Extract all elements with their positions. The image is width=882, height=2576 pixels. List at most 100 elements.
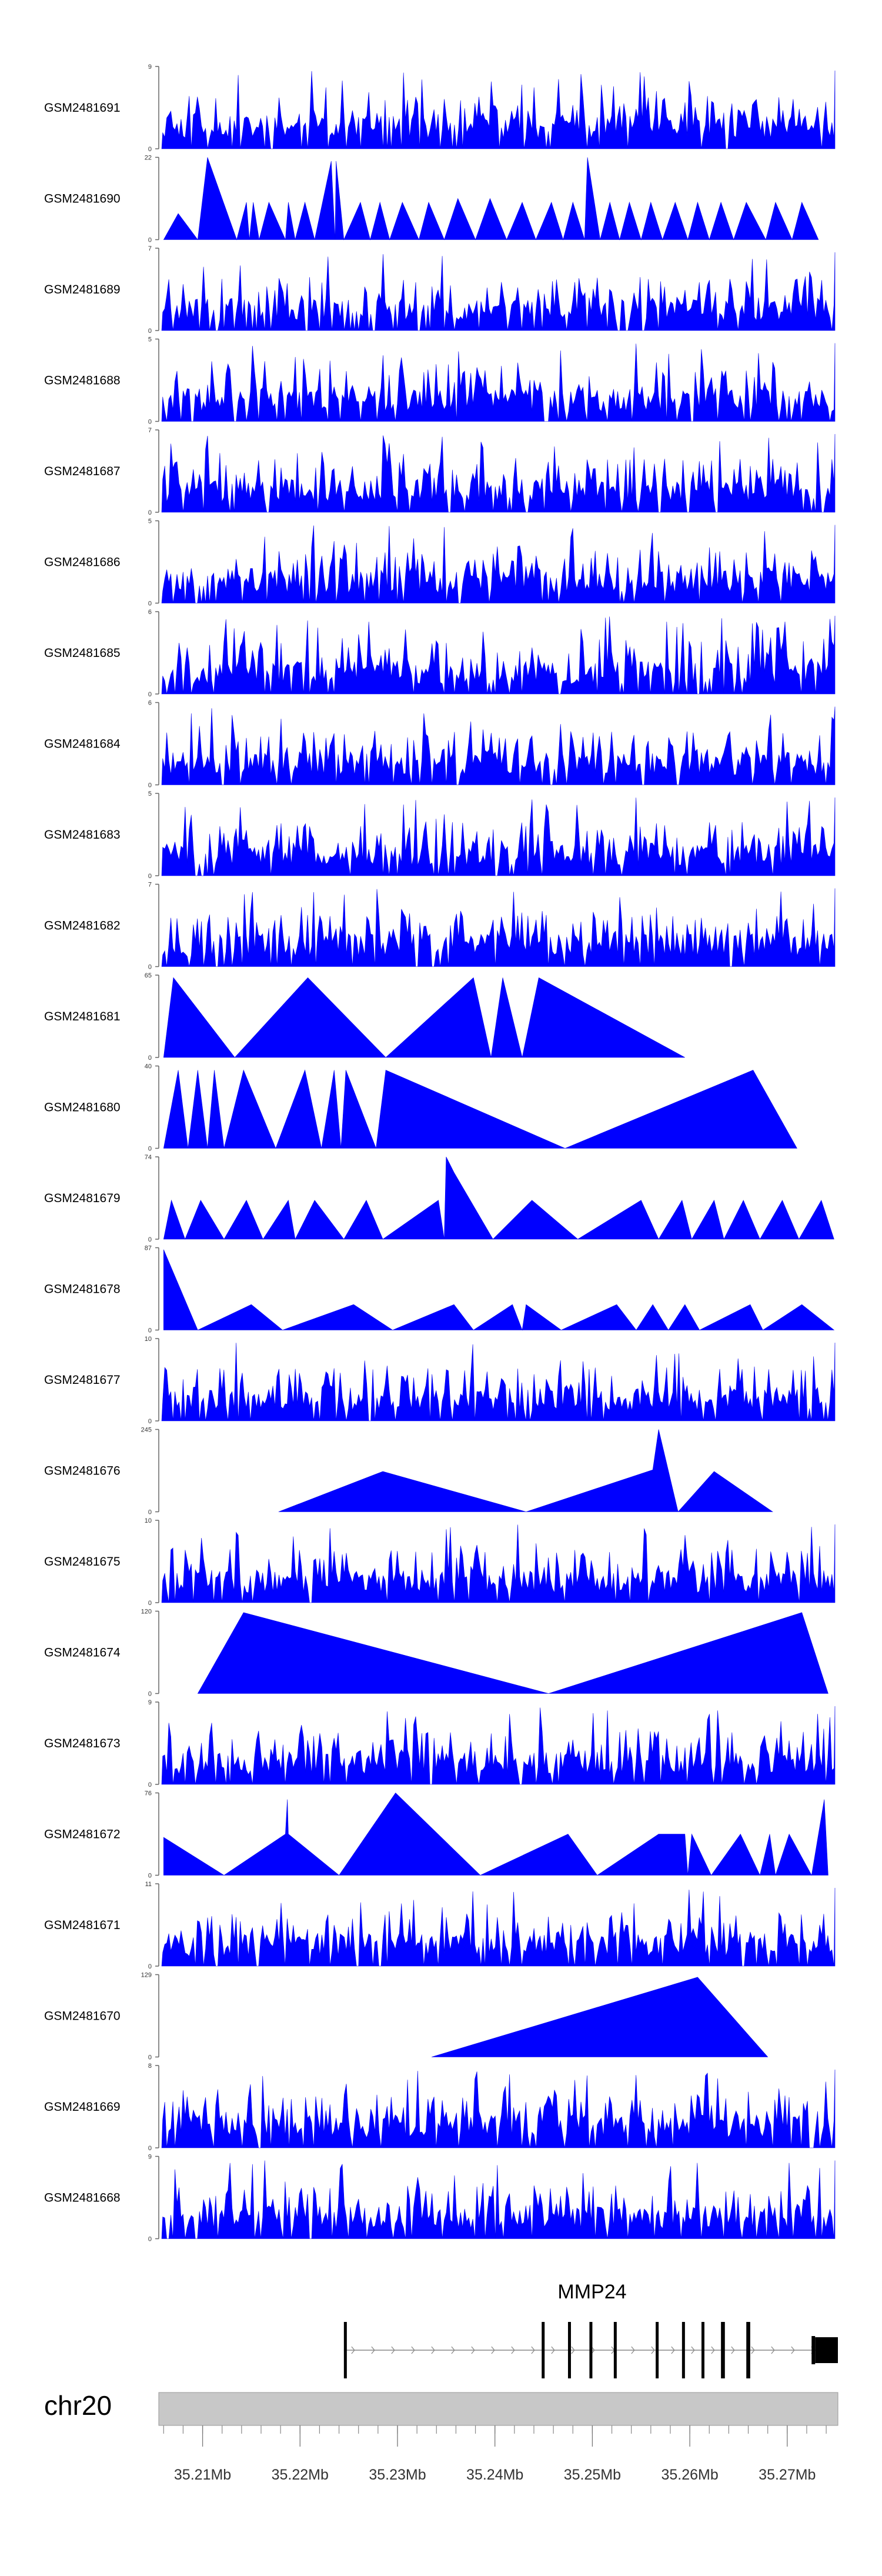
chromosome-ideogram-bar (158, 2392, 838, 2426)
track-GSM2481681: GSM2481681 65 0 (44, 972, 685, 1062)
track-GSM2481669: GSM2481669 8 0 (44, 2063, 836, 2152)
track-GSM2481675: GSM2481675 10 0 (44, 1517, 836, 1607)
y-min-label: 0 (148, 1781, 152, 1788)
strand-arrow-icon (771, 2346, 775, 2354)
track-name-label: GSM2481670 (44, 2010, 121, 2023)
strand-arrow-icon (491, 2346, 495, 2354)
y-max-label: 65 (145, 972, 152, 979)
coverage-area (431, 1977, 769, 2057)
gene-exon (542, 2322, 545, 2378)
y-min-label: 0 (148, 1418, 152, 1425)
coverage-area (161, 1342, 836, 1422)
y-min-label: 0 (148, 328, 152, 335)
strand-arrow-icon (371, 2346, 375, 2354)
coverage-area (161, 433, 836, 513)
genome-axis-track: chr20 35.21Mb 35.22Mb 35.23Mb 35.24Mb 35.25M… (44, 2390, 838, 2483)
gene-model-track: MMP24 (343, 2281, 838, 2378)
track-name-label: GSM2481679 (44, 1192, 121, 1205)
track-name-label: GSM2481691 (44, 101, 121, 115)
track-name-label: GSM2481686 (44, 556, 121, 569)
track-GSM2481673: GSM2481673 9 0 (44, 1699, 836, 1788)
coverage-area (161, 1706, 836, 1785)
coverage-area (161, 888, 836, 967)
track-name-label: GSM2481684 (44, 738, 121, 751)
y-max-label: 76 (145, 1790, 152, 1797)
y-max-label: 5 (148, 790, 152, 798)
track-name-label: GSM2481681 (44, 1010, 121, 1023)
y-min-label: 0 (148, 2054, 152, 2061)
x-tick-label: 35.27Mb (759, 2467, 816, 2483)
coverage-area (161, 2069, 836, 2148)
coverage-area (161, 343, 836, 422)
track-name-label: GSM2481685 (44, 646, 121, 660)
gene-exon (721, 2322, 725, 2378)
track-GSM2481688: GSM2481688 5 0 (44, 336, 836, 426)
coverage-area (163, 1793, 828, 1876)
coverage-area (161, 615, 836, 695)
strand-arrow-icon (551, 2346, 555, 2354)
strand-arrow-icon (731, 2346, 735, 2354)
track-name-label: GSM2481680 (44, 1101, 121, 1115)
x-tick-label: 35.21Mb (174, 2467, 231, 2483)
strand-arrow-icon (571, 2346, 575, 2354)
track-GSM2481676: GSM2481676 245 0 (44, 1427, 773, 1516)
coverage-area (197, 1612, 828, 1694)
coverage-area (278, 1429, 773, 1513)
strand-arrow-icon (691, 2346, 695, 2354)
y-min-label: 0 (148, 146, 152, 153)
strand-arrow-icon (471, 2346, 475, 2354)
x-tick-label: 35.26Mb (661, 2467, 718, 2483)
y-min-label: 0 (148, 237, 152, 244)
y-max-label: 245 (141, 1427, 152, 1434)
coverage-area (163, 977, 685, 1058)
coverage-area (163, 1069, 797, 1149)
x-tick-label: 35.22Mb (272, 2467, 329, 2483)
track-name-label: GSM2481689 (44, 283, 121, 296)
track-GSM2481683: GSM2481683 5 0 (44, 790, 836, 880)
gene-exon (613, 2322, 617, 2378)
y-min-label: 0 (148, 1873, 152, 1880)
track-name-label: GSM2481674 (44, 1646, 121, 1660)
y-max-label: 120 (141, 1609, 152, 1616)
y-max-label: 9 (148, 64, 152, 71)
y-min-label: 0 (148, 691, 152, 698)
y-max-label: 10 (145, 1517, 152, 1524)
coverage-area (161, 70, 836, 149)
y-min-label: 0 (148, 2145, 152, 2152)
track-name-label: GSM2481668 (44, 2191, 121, 2205)
track-name-label: GSM2481683 (44, 828, 121, 842)
y-min-label: 0 (148, 964, 152, 971)
y-min-label: 0 (148, 1055, 152, 1062)
y-max-label: 40 (145, 1063, 152, 1070)
strand-arrow-icon (431, 2346, 435, 2354)
track-GSM2481679: GSM2481679 74 0 (44, 1154, 834, 1243)
y-min-label: 0 (148, 1600, 152, 1607)
track-GSM2481691: GSM2481691 9 0 (44, 64, 836, 153)
strand-arrow-icon (511, 2346, 515, 2354)
y-max-label: 6 (148, 700, 152, 707)
y-max-label: 9 (148, 2154, 152, 2161)
gene-exon (681, 2322, 685, 2378)
y-min-label: 0 (148, 1236, 152, 1243)
track-GSM2481668: GSM2481668 9 0 (44, 2154, 836, 2243)
coverage-tracks: GSM248169190GSM2481690220GSM248168970GSM… (44, 64, 836, 2243)
y-max-label: 22 (145, 155, 152, 162)
y-min-label: 0 (148, 1327, 152, 1334)
gene-exon (811, 2336, 816, 2364)
track-name-label: GSM2481678 (44, 1283, 121, 1296)
strand-arrow-icon (651, 2346, 655, 2354)
gene-exon (815, 2337, 838, 2363)
gene-exon (701, 2322, 705, 2378)
track-name-label: GSM2481675 (44, 1555, 121, 1569)
track-name-label: GSM2481682 (44, 919, 121, 933)
y-max-label: 74 (145, 1154, 152, 1161)
track-name-label: GSM2481673 (44, 1737, 121, 1750)
track-GSM2481684: GSM2481684 6 0 (44, 700, 836, 789)
coverage-area (161, 706, 836, 785)
y-min-label: 0 (148, 782, 152, 789)
track-name-label: GSM2481677 (44, 1373, 121, 1387)
chromosome-label: chr20 (44, 2390, 112, 2421)
strand-arrow-icon (351, 2346, 355, 2354)
x-tick-label: 35.23Mb (369, 2467, 426, 2483)
